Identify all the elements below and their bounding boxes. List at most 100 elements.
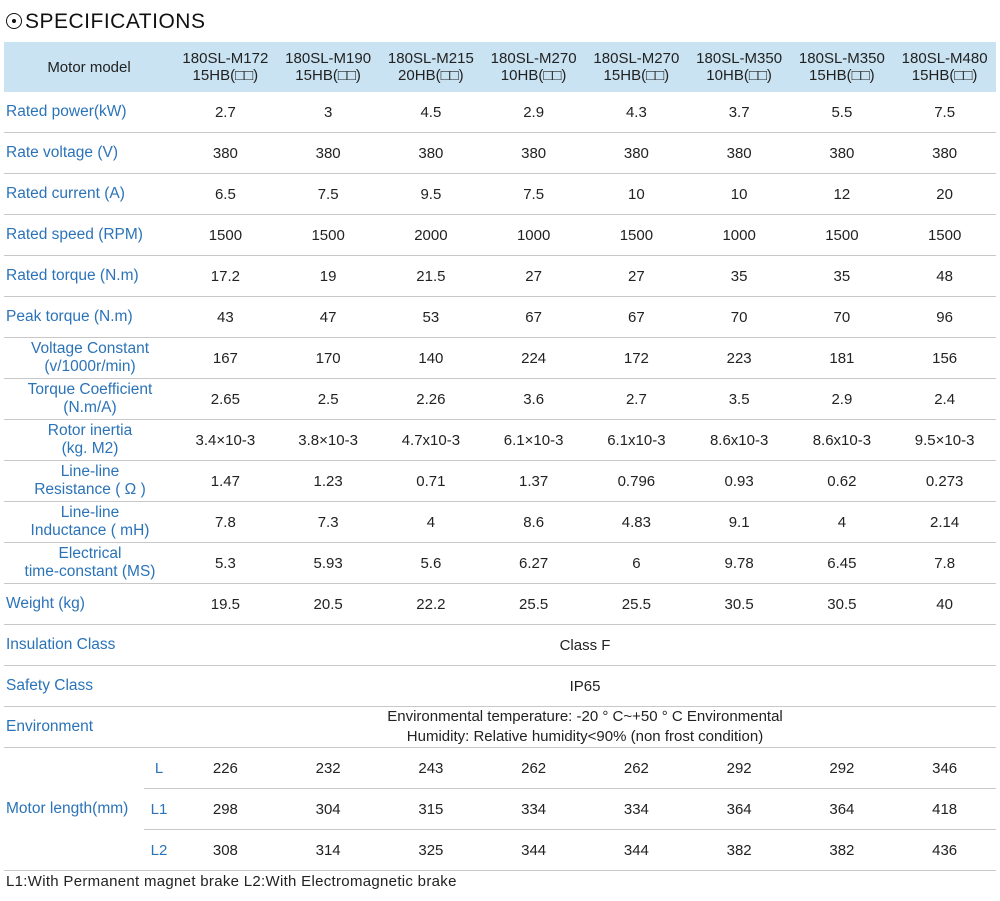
row-label: Peak torque (N.m) <box>4 296 174 338</box>
table-cell: 6 <box>585 542 688 584</box>
environment-value: Environmental temperature: -20 ° C~+50 °… <box>174 706 996 748</box>
page-title: SPECIFICATIONS <box>6 10 205 34</box>
table-cell: Class F <box>174 624 996 666</box>
table-cell: 1500 <box>585 214 688 256</box>
table-cell: 223 <box>687 337 791 379</box>
table-cell: 364 <box>790 788 894 830</box>
table-row: Voltage Constant (v/1000r/min) 167 170 140 22… <box>4 337 996 379</box>
table-cell: 21.5 <box>379 255 483 297</box>
table-cell: 10 <box>687 173 791 215</box>
table-cell: 380 <box>790 132 894 174</box>
table-cell: 30.5 <box>687 583 791 625</box>
table-cell: 224 <box>482 337 585 379</box>
table-cell: 380 <box>687 132 791 174</box>
specifications-table: Motor model 180SL-M172 15HB(□□) 180SL-M19… <box>4 42 996 871</box>
table-cell: 1500 <box>174 214 277 256</box>
table-cell: 67 <box>482 296 585 338</box>
table-cell: 1000 <box>482 214 585 256</box>
row-label: Line-line Inductance ( mH) <box>4 501 174 543</box>
table-cell: 4.5 <box>379 92 483 133</box>
table-cell: 2.26 <box>379 378 483 420</box>
table-cell: 436 <box>893 829 996 871</box>
table-cell: 2.65 <box>174 378 277 420</box>
table-cell: 325 <box>379 829 483 871</box>
table-cell: 20 <box>893 173 996 215</box>
table-cell: 0.62 <box>790 460 894 502</box>
table-cell: 5.3 <box>174 542 277 584</box>
table-cell: 2.7 <box>174 92 277 133</box>
table-cell: 3 <box>276 92 380 133</box>
table-row: Rated torque (N.m) 17.2 19 21.5 27 27 35 35 48 <box>4 255 996 297</box>
table-row: Line-line Resistance ( Ω ) 1.47 1.23 0.71 1.3… <box>4 460 996 502</box>
table-cell: 380 <box>585 132 688 174</box>
table-cell: 2.9 <box>790 378 894 420</box>
table-cell: 181 <box>790 337 894 379</box>
table-cell: 334 <box>585 788 688 830</box>
table-cell: 418 <box>893 788 996 830</box>
table-cell: 1.23 <box>276 460 380 502</box>
row-label: Rated torque (N.m) <box>4 255 174 297</box>
table-cell: 0.273 <box>893 460 996 502</box>
table-cell: 380 <box>482 132 585 174</box>
table-cell: 5.6 <box>379 542 483 584</box>
table-cell: 30.5 <box>790 583 894 625</box>
table-row: Rated current (A) 6.5 7.5 9.5 7.5 10 10 12 20 <box>4 173 996 215</box>
model-header: 180SL-M480 15HB(□□) <box>893 42 996 92</box>
table-cell: 172 <box>585 337 688 379</box>
page-title-text: SPECIFICATIONS <box>25 10 206 33</box>
table-cell: 7.8 <box>893 542 996 584</box>
table-cell: 344 <box>585 829 688 871</box>
table-cell: 364 <box>687 788 791 830</box>
table-cell: 35 <box>790 255 894 297</box>
model-header: 180SL-M270 15HB(□□) <box>585 42 688 92</box>
row-label: Safety Class <box>4 665 174 707</box>
table-cell: 9.5×10-3 <box>893 419 996 461</box>
table-row: Rotor inertia (kg. M2) 3.4×10-3 3.8×10-3 4.7… <box>4 419 996 461</box>
model-header: 180SL-M215 20HB(□□) <box>379 42 483 92</box>
table-cell: 226 <box>174 747 277 789</box>
row-label: Insulation Class <box>4 624 174 666</box>
table-cell: 6.27 <box>482 542 585 584</box>
table-cell: 27 <box>482 255 585 297</box>
table-cell: 19.5 <box>174 583 277 625</box>
table-cell: 156 <box>893 337 996 379</box>
table-cell: 2.5 <box>276 378 380 420</box>
table-row: Torque Coefficient (N.m/A) 2.65 2.5 2.26 3.6 2… <box>4 378 996 420</box>
model-header: 180SL-M190 15HB(□□) <box>276 42 380 92</box>
insulation-row: Insulation Class Class F <box>4 624 996 666</box>
table-cell: IP65 <box>174 665 996 707</box>
environment-row: Environment Environmental temperature: -2… <box>4 706 996 748</box>
row-label: Rated power(kW) <box>4 92 174 133</box>
table-cell: 27 <box>585 255 688 297</box>
model-header: 180SL-M270 10HB(□□) <box>482 42 585 92</box>
table-cell: 3.7 <box>687 92 791 133</box>
header-row: Motor model 180SL-M172 15HB(□□) 180SL-M19… <box>4 42 996 92</box>
table-cell: 6.45 <box>790 542 894 584</box>
table-cell: 2000 <box>379 214 483 256</box>
table-cell: 9.1 <box>687 501 791 543</box>
table-cell: 1.47 <box>174 460 277 502</box>
table-cell: 9.5 <box>379 173 483 215</box>
table-cell: 2.7 <box>585 378 688 420</box>
table-cell: 48 <box>893 255 996 297</box>
table-cell: 1500 <box>893 214 996 256</box>
table-row: Weight (kg) 19.5 20.5 22.2 25.5 25.5 30.5 30.5 4… <box>4 583 996 625</box>
model-header: 180SL-M350 15HB(□□) <box>790 42 894 92</box>
table-cell: 262 <box>585 747 688 789</box>
table-cell: 292 <box>790 747 894 789</box>
safety-row: Safety Class IP65 <box>4 665 996 707</box>
motor-length-row: Motor length(mm) L 226 232 243 262 262 292 292 34… <box>4 747 996 871</box>
table-cell: 7.5 <box>276 173 380 215</box>
table-cell: 8.6x10-3 <box>790 419 894 461</box>
table-cell: 40 <box>893 583 996 625</box>
table-cell: 167 <box>174 337 277 379</box>
table-row: Rated speed (RPM) 1500 1500 2000 1000 1500 100… <box>4 214 996 256</box>
table-cell: 2.4 <box>893 378 996 420</box>
model-header: 180SL-M350 10HB(□□) <box>687 42 791 92</box>
table-cell: 315 <box>379 788 483 830</box>
table-cell: 1500 <box>790 214 894 256</box>
table-cell: 9.78 <box>687 542 791 584</box>
row-label: Weight (kg) <box>4 583 174 625</box>
table-cell: 0.93 <box>687 460 791 502</box>
table-cell: 2.9 <box>482 92 585 133</box>
